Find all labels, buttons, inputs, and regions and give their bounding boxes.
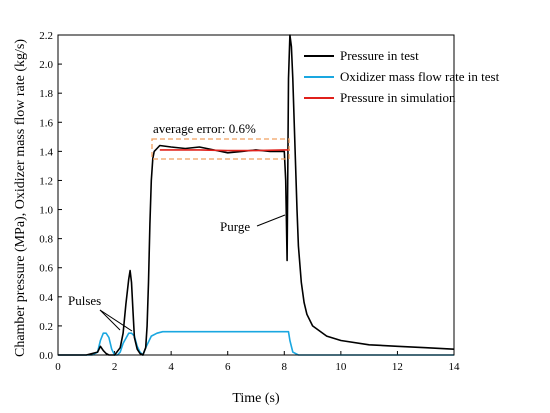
series-layer <box>58 34 455 356</box>
x-tick-label: 0 <box>55 361 61 373</box>
annotations-layer: average error: 0.6% Purge Pulses <box>68 121 290 332</box>
y-tick-label: 0.0 <box>39 350 53 362</box>
legend-label-pressure-sim: Pressure in simulation <box>340 90 456 105</box>
pulses-arrow-1 <box>99 309 121 331</box>
y-tick-label: 1.4 <box>39 146 53 158</box>
y-tick-label: 2.0 <box>39 59 53 71</box>
y-tick-label: 0.6 <box>39 263 53 275</box>
ticks-layer: 0 2 4 6 8 10 12 14 0.0 0.2 0.4 0.6 0.8 1.0 1.2 1.4 1.6 1.… <box>39 30 460 373</box>
y-tick-label: 1.0 <box>39 205 53 217</box>
purge-arrow <box>256 214 286 227</box>
average-error-label: average error: 0.6% <box>153 121 256 136</box>
x-axis-title: Time (s) <box>232 391 280 406</box>
average-error-box <box>151 138 290 160</box>
pulses-arrow-2 <box>99 309 133 332</box>
y-tick-label: 0.8 <box>39 234 53 246</box>
series-line-pressure-test <box>58 34 455 356</box>
y-tick-label: 1.2 <box>39 175 53 187</box>
x-tick-label: 12 <box>392 361 403 373</box>
legend: Pressure in test Oxidizer mass flow rate… <box>304 48 500 105</box>
x-tick-label: 4 <box>168 361 174 373</box>
x-tick-label: 14 <box>449 361 461 373</box>
y-axis-title: Chamber pressure (MPa), Oxidizer mass fl… <box>13 39 28 357</box>
legend-label-pressure-test: Pressure in test <box>340 48 419 63</box>
y-tick-label: 1.8 <box>39 88 53 100</box>
series-line-pressure-sim <box>159 149 290 152</box>
purge-label: Purge <box>220 219 250 234</box>
y-tick-label: 0.4 <box>39 292 53 304</box>
y-tick-label: 0.2 <box>39 321 53 333</box>
x-tick-label: 2 <box>112 361 118 373</box>
legend-label-oxidizer: Oxidizer mass flow rate in test <box>340 69 500 84</box>
x-tick-label: 10 <box>335 361 347 373</box>
y-tick-label: 1.6 <box>39 117 53 129</box>
y-tick-label: 2.2 <box>39 30 53 42</box>
pulses-label: Pulses <box>68 293 101 308</box>
x-tick-label: 8 <box>282 361 288 373</box>
x-tick-label: 6 <box>225 361 231 373</box>
plot-frame <box>57 34 455 356</box>
